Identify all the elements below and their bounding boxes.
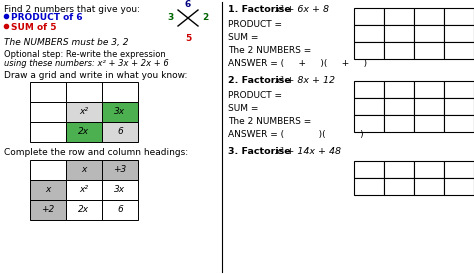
Bar: [384, 81, 414, 98]
Text: 2: 2: [202, 13, 208, 22]
Bar: [66, 160, 102, 180]
Text: 6: 6: [185, 0, 191, 9]
Text: Complete the row and column headings:: Complete the row and column headings:: [4, 148, 188, 157]
Text: 6: 6: [117, 206, 123, 215]
Bar: [102, 82, 138, 102]
Text: 6: 6: [117, 127, 123, 136]
Text: x: x: [82, 165, 87, 175]
Bar: [354, 42, 384, 59]
Text: PRODUCT of 6: PRODUCT of 6: [11, 13, 82, 22]
Text: 3x: 3x: [114, 107, 126, 116]
Bar: [354, 81, 384, 98]
Text: PRODUCT =: PRODUCT =: [228, 20, 282, 29]
Bar: [66, 180, 102, 200]
Text: 2. Factorise: 2. Factorise: [228, 76, 294, 85]
Bar: [30, 102, 66, 122]
Bar: [102, 102, 138, 122]
Bar: [30, 82, 66, 102]
Text: ANSWER = (            )(            ): ANSWER = ( )( ): [228, 130, 364, 139]
Text: 3: 3: [168, 13, 174, 22]
Bar: [384, 42, 414, 59]
Bar: [414, 25, 444, 42]
Text: The 2 NUMBERS =: The 2 NUMBERS =: [228, 117, 311, 126]
Bar: [30, 200, 66, 220]
Bar: [102, 160, 138, 180]
Bar: [66, 82, 102, 102]
Text: 5: 5: [185, 34, 191, 43]
Text: SUM of 5: SUM of 5: [11, 23, 56, 32]
Bar: [354, 25, 384, 42]
Text: The NUMBERS must be 3, 2: The NUMBERS must be 3, 2: [4, 38, 128, 47]
Bar: [444, 42, 474, 59]
Bar: [354, 178, 384, 195]
Bar: [444, 178, 474, 195]
Text: Find 2 numbers that give you:: Find 2 numbers that give you:: [4, 5, 140, 14]
Bar: [384, 161, 414, 178]
Text: SUM =: SUM =: [228, 33, 258, 42]
Bar: [444, 115, 474, 132]
Bar: [66, 200, 102, 220]
Text: SUM =: SUM =: [228, 104, 258, 113]
Bar: [30, 122, 66, 142]
Text: Optional step: Re-write the expression: Optional step: Re-write the expression: [4, 50, 166, 59]
Text: ANSWER = (     +     )(     +     ): ANSWER = ( + )( + ): [228, 59, 367, 68]
Text: x²: x²: [80, 185, 89, 195]
Bar: [444, 81, 474, 98]
Bar: [354, 98, 384, 115]
Text: x² + 14x + 48: x² + 14x + 48: [274, 147, 341, 156]
Bar: [414, 81, 444, 98]
Bar: [354, 115, 384, 132]
Bar: [102, 200, 138, 220]
Text: 2x: 2x: [78, 206, 90, 215]
Text: 3x: 3x: [114, 185, 126, 195]
Text: PRODUCT =: PRODUCT =: [228, 91, 282, 100]
Text: +3: +3: [113, 165, 127, 175]
Bar: [414, 161, 444, 178]
Bar: [414, 8, 444, 25]
Bar: [444, 25, 474, 42]
Text: x: x: [46, 185, 51, 195]
Bar: [384, 98, 414, 115]
Bar: [384, 178, 414, 195]
Text: x² + 6x + 8: x² + 6x + 8: [274, 5, 329, 14]
Bar: [384, 8, 414, 25]
Bar: [414, 115, 444, 132]
Bar: [384, 115, 414, 132]
Bar: [444, 161, 474, 178]
Text: The 2 NUMBERS =: The 2 NUMBERS =: [228, 46, 311, 55]
Bar: [384, 25, 414, 42]
Bar: [102, 180, 138, 200]
Bar: [414, 178, 444, 195]
Bar: [414, 42, 444, 59]
Bar: [354, 8, 384, 25]
Text: x²: x²: [80, 107, 89, 116]
Bar: [354, 161, 384, 178]
Bar: [66, 122, 102, 142]
Bar: [30, 180, 66, 200]
Bar: [66, 102, 102, 122]
Text: 3. Factorise: 3. Factorise: [228, 147, 294, 156]
Bar: [444, 98, 474, 115]
Bar: [30, 160, 66, 180]
Text: 1. Factorise: 1. Factorise: [228, 5, 294, 14]
Text: using these numbers: x² + 3x + 2x + 6: using these numbers: x² + 3x + 2x + 6: [4, 59, 169, 68]
Bar: [414, 98, 444, 115]
Text: +2: +2: [41, 206, 55, 215]
Text: 2x: 2x: [78, 127, 90, 136]
Bar: [444, 8, 474, 25]
Text: x² + 8x + 12: x² + 8x + 12: [274, 76, 335, 85]
Text: Draw a grid and write in what you know:: Draw a grid and write in what you know:: [4, 71, 187, 80]
Bar: [102, 122, 138, 142]
